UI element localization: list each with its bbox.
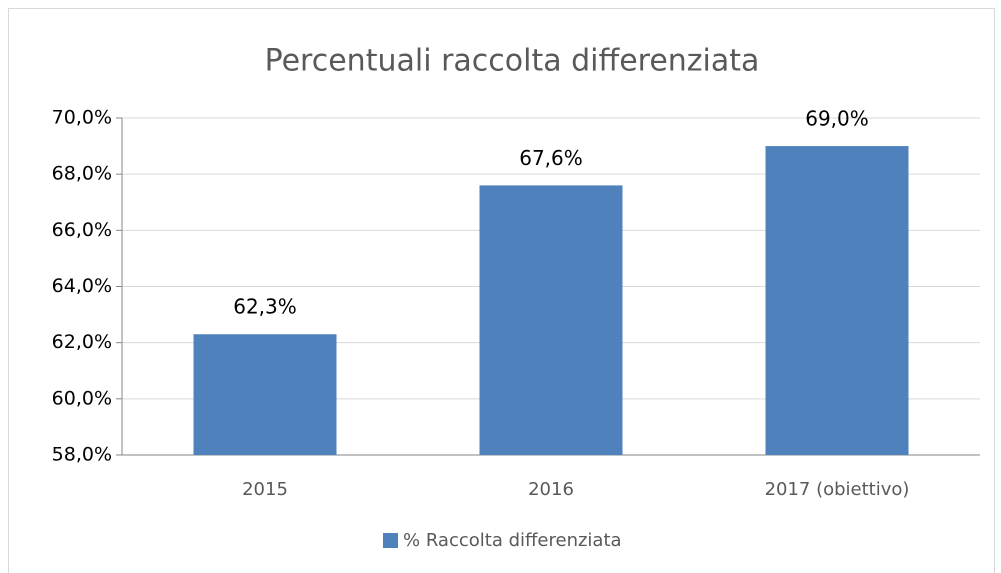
bar xyxy=(193,334,337,455)
y-tick-label: 70,0% xyxy=(52,107,112,129)
legend-label: % Raccolta differenziata xyxy=(403,530,622,551)
bar xyxy=(479,185,623,455)
x-tick-label: 2016 xyxy=(528,479,574,500)
data-label: 69,0% xyxy=(805,107,869,131)
y-tick-label: 60,0% xyxy=(52,387,112,409)
x-tick-label: 2015 xyxy=(242,479,288,500)
chart-title: Percentuali raccolta differenziata xyxy=(265,44,760,79)
y-tick-label: 68,0% xyxy=(52,163,112,185)
legend-swatch xyxy=(383,533,398,548)
y-tick-label: 66,0% xyxy=(52,219,112,241)
y-tick-label: 58,0% xyxy=(52,444,112,466)
bar xyxy=(765,146,909,456)
data-label: 67,6% xyxy=(519,146,583,170)
data-label: 62,3% xyxy=(233,295,297,319)
y-tick-label: 64,0% xyxy=(52,275,112,297)
x-tick-label: 2017 (obiettivo) xyxy=(765,479,910,500)
y-tick-label: 62,0% xyxy=(52,331,112,353)
